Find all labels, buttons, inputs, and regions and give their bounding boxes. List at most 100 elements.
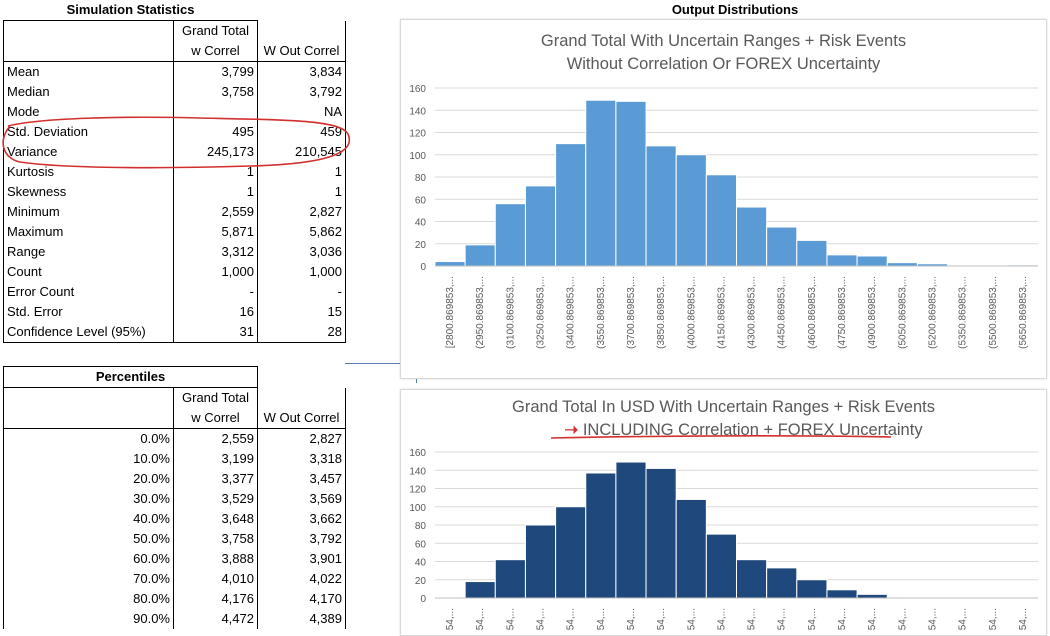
percentile-row: 80.0% 4,176 4,170	[3, 589, 346, 609]
percentile-label: 80.0%	[3, 589, 174, 609]
percentile-label: 40.0%	[3, 509, 174, 529]
chart1-bar	[615, 100, 647, 267]
chart2-bar	[585, 472, 617, 599]
sim-stats-title: Simulation Statistics	[3, 0, 258, 21]
chart1-bar	[675, 154, 707, 267]
stat-label: Skewness	[3, 182, 174, 202]
stat-label: Maximum	[3, 222, 174, 242]
chart1-y-tick-label: 120	[409, 129, 426, 140]
chart1-y-tick-label: 100	[409, 151, 426, 162]
stat-value-without-correl: 15	[257, 302, 346, 322]
percentile-value-without-correl: 3,901	[257, 549, 346, 569]
stat-value-with-correl	[173, 102, 258, 122]
chart2-x-tick-label: 54,...	[445, 608, 456, 630]
percentile-value-without-correl: 3,457	[257, 469, 346, 489]
stat-label: Variance	[3, 142, 174, 162]
percentile-value-with-correl: 2,559	[173, 428, 258, 449]
chart2-bar	[464, 581, 496, 599]
chart1-bar	[856, 255, 888, 267]
percentile-value-with-correl: 3,648	[173, 509, 258, 529]
sim-stats-row: Std. Error 16 15	[3, 302, 346, 322]
sim-stats-row: Maximum 5,871 5,862	[3, 222, 346, 242]
chart2-x-tick-label: 54,...	[566, 608, 577, 630]
percentile-value-with-correl: 3,199	[173, 449, 258, 469]
chart1-x-tick-label: (5200.869853,...	[927, 276, 938, 349]
chart-without-correlation[interactable]: Grand Total With Uncertain Ranges + Risk…	[400, 19, 1047, 379]
chart2-bar	[555, 506, 587, 599]
chart2-x-tick-label: 54,...	[807, 608, 818, 630]
chart2-title-line1: Grand Total In USD With Uncertain Ranges…	[512, 398, 935, 416]
stat-value-without-correl: -	[257, 282, 346, 302]
chart1-bar	[766, 226, 798, 267]
chart1-x-tick-label: (5500.869853,...	[988, 276, 999, 349]
sim-stats-row: Range 3,312 3,036	[3, 242, 346, 262]
chart1-x-tick-label: (3700.869853,...	[626, 276, 637, 349]
output-distributions-title: Output Distributions	[671, 2, 799, 17]
chart1-x-tick-label: (2950.869853,...	[475, 276, 486, 349]
chart2-x-tick-label: 54,...	[988, 608, 999, 630]
chart1-y-tick-label: 60	[415, 195, 427, 206]
percentile-label: 50.0%	[3, 529, 174, 549]
chart1-x-tick-label: (3100.869853,...	[505, 276, 516, 349]
percentile-value-without-correl: 2,827	[257, 428, 346, 449]
percentile-label: 30.0%	[3, 489, 174, 509]
chart2-x-tick-label: 54,...	[475, 608, 486, 630]
chart2-x-tick-label: 54,...	[626, 608, 637, 630]
chart2-y-tick-label: 20	[415, 576, 427, 587]
chart1-bar	[736, 206, 768, 267]
chart-anchor-line	[345, 363, 417, 364]
chart1-bar	[705, 174, 738, 267]
chart1-bar	[494, 203, 526, 267]
chart2-bar	[524, 524, 557, 599]
chart2-bar	[856, 593, 888, 599]
stat-value-with-correl: 1	[173, 182, 258, 202]
chart2-x-tick-label: 54,...	[837, 608, 848, 630]
percentiles-col1-header-a: Grand Total	[173, 387, 258, 408]
chart2-y-tick-label: 80	[415, 521, 427, 532]
chart2-bar	[826, 589, 858, 599]
chart2-x-tick-label: 54,...	[777, 608, 788, 630]
stat-value-without-correl: 3,036	[257, 242, 346, 262]
stat-label: Median	[3, 82, 174, 102]
chart2-x-tick-label: 54,...	[1018, 608, 1029, 630]
stat-value-with-correl: 3,799	[173, 61, 258, 82]
percentile-label: 60.0%	[3, 549, 174, 569]
chart1-y-tick-label: 20	[415, 240, 427, 251]
percentile-value-with-correl: 3,377	[173, 469, 258, 489]
percentile-row: 50.0% 3,758 3,792	[3, 529, 346, 549]
sim-stats-col2-header: W Out Correl	[257, 41, 346, 62]
red-arrow-icon: ➝	[564, 421, 579, 439]
chart2-plot: 0 20 40 60 80 100 120 140 160 54,... 54,... 54,... 5…	[409, 435, 1038, 630]
stat-value-without-correl: 3,792	[257, 82, 346, 102]
percentile-label: 70.0%	[3, 569, 174, 589]
chart2-bar	[736, 559, 768, 599]
chart1-x-tick-label: (5050.869853,...	[897, 276, 908, 349]
percentile-row: 40.0% 3,648 3,662	[3, 509, 346, 529]
percentile-label: 0.0%	[3, 428, 174, 449]
chart1-x-tick-label: (4450.869853,...	[777, 276, 788, 349]
chart1-bar	[585, 99, 617, 267]
percentile-value-without-correl: 3,318	[257, 449, 346, 469]
percentile-row: 20.0% 3,377 3,457	[3, 469, 346, 489]
chart1-bar	[524, 185, 557, 267]
percentile-value-with-correl: 4,010	[173, 569, 258, 589]
stat-value-without-correl: 28	[257, 322, 346, 343]
chart1-title-line2: Without Correlation Or FOREX Uncertainty	[566, 55, 881, 73]
chart1-x-tick-label: (4000.869853,...	[686, 276, 697, 349]
chart2-y-tick-label: 140	[409, 466, 426, 477]
chart2-y-tick-label: 40	[415, 558, 427, 569]
chart2-y-tick-label: 100	[409, 503, 426, 514]
chart1-y-tick-label: 80	[415, 173, 427, 184]
stat-value-without-correl: 3,834	[257, 61, 346, 82]
stat-value-without-correl: 1	[257, 182, 346, 202]
chart2-x-tick-label: 54,...	[505, 608, 516, 630]
chart2-x-tick-label: 54,...	[867, 608, 878, 630]
chart2-x-tick-label: 54,...	[686, 608, 697, 630]
chart1-x-tick-label: (3250.869853,...	[536, 276, 547, 349]
chart-including-correlation[interactable]: Grand Total In USD With Uncertain Ranges…	[400, 389, 1047, 636]
percentiles-table: Percentiles Grand Total w Correl W Out C…	[3, 366, 346, 629]
percentile-value-with-correl: 4,176	[173, 589, 258, 609]
percentile-label: 90.0%	[3, 609, 174, 629]
chart2-bar	[615, 461, 647, 599]
stat-value-with-correl: 5,871	[173, 222, 258, 242]
